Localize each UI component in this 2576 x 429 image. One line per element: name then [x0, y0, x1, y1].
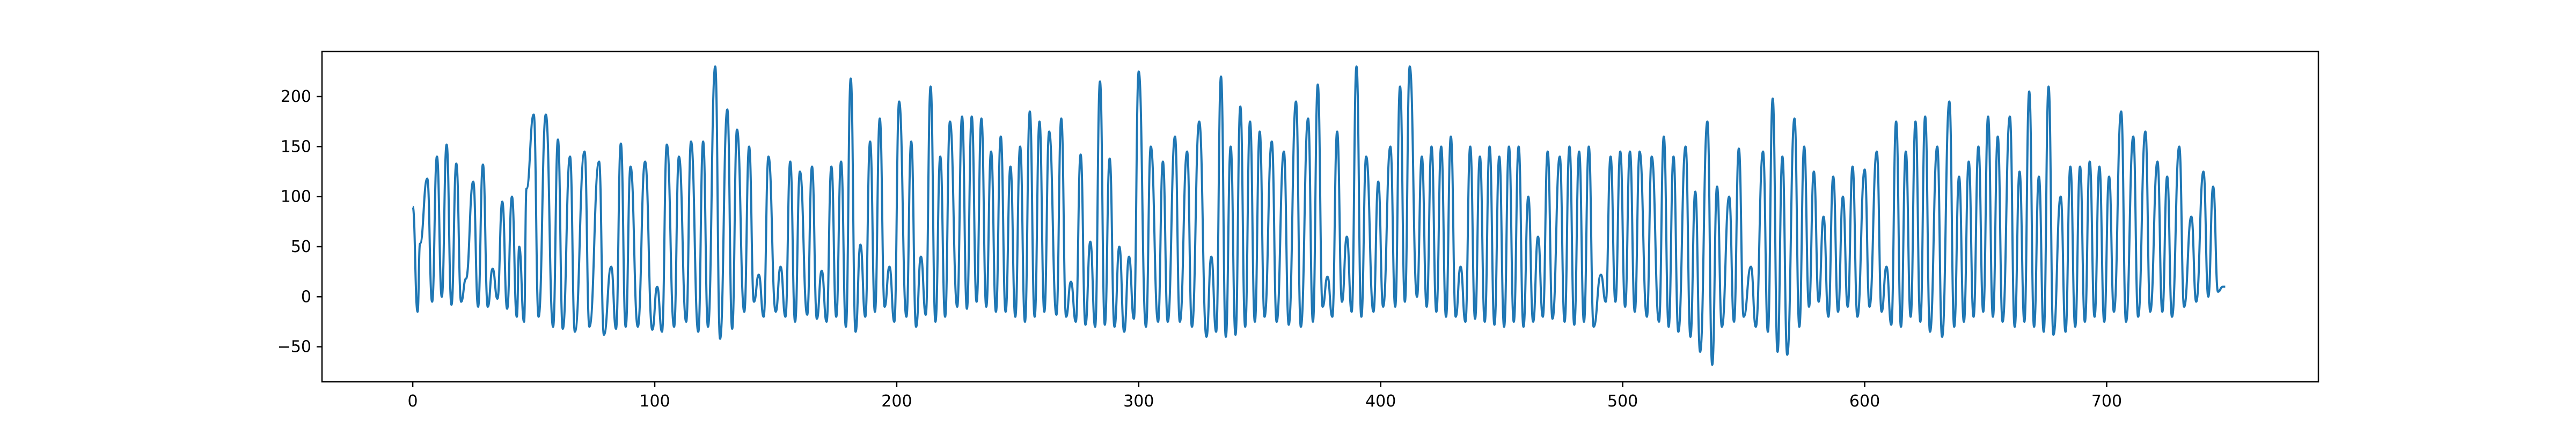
y-axis: −50 0 50 100 150 200 — [277, 87, 322, 357]
x-tick-label: 700 — [2091, 392, 2122, 411]
y-tick-label: 50 — [291, 238, 311, 256]
y-tick-label: 100 — [281, 188, 311, 206]
x-tick-label: 200 — [881, 392, 912, 411]
y-tick-label: −50 — [277, 338, 311, 357]
x-tick-label: 600 — [1849, 392, 1880, 411]
x-tick-label: 400 — [1365, 392, 1396, 411]
plot-area — [412, 65, 2226, 366]
series-line-series-1 — [412, 65, 2226, 366]
x-tick-label: 0 — [408, 392, 418, 411]
x-tick-label: 100 — [639, 392, 670, 411]
y-tick-label: 200 — [281, 87, 311, 106]
x-tick-label: 500 — [1607, 392, 1638, 411]
y-tick-label: 0 — [301, 287, 311, 306]
axes-frame — [321, 50, 2319, 383]
y-tick-label: 150 — [281, 137, 311, 156]
x-tick-label: 300 — [1123, 392, 1154, 411]
x-axis: 0 100 200 300 400 500 600 700 — [408, 382, 2122, 411]
